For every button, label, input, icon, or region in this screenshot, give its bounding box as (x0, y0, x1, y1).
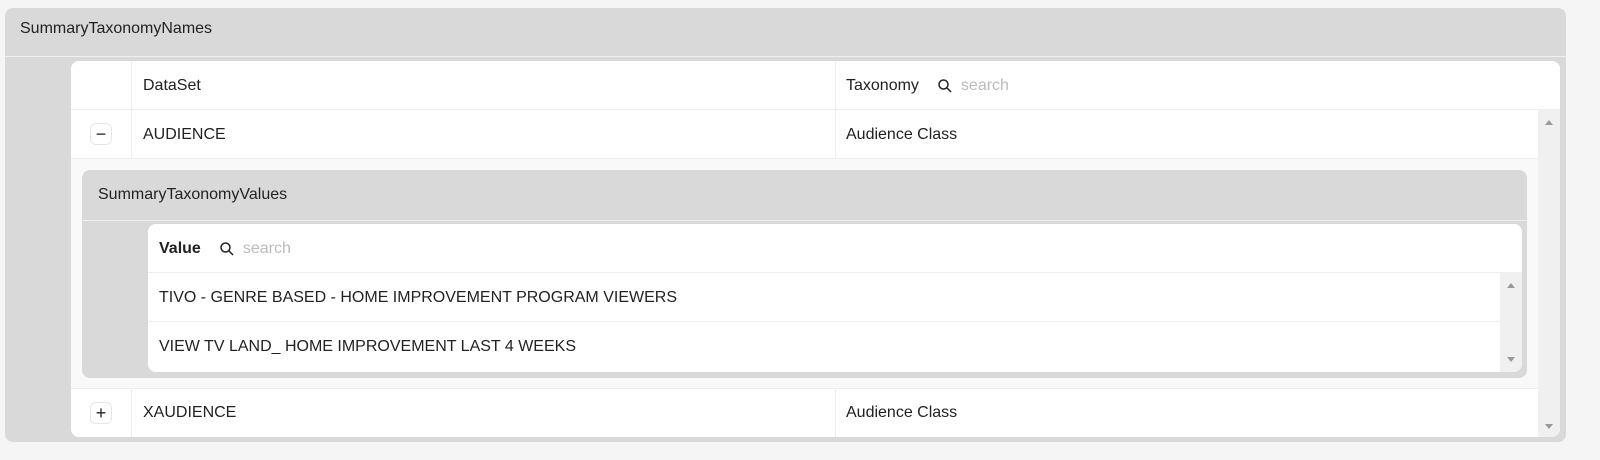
taxonomy-cell: Audience Class (846, 404, 958, 421)
taxonomy-search[interactable]: search (937, 77, 1009, 95)
divider (5, 56, 1566, 57)
detail-title: SummaryTaxonomyValues (98, 186, 288, 203)
scrollbar[interactable] (1538, 110, 1560, 437)
table-row[interactable]: − AUDIENCE Audience Class (71, 110, 1538, 159)
column-header-value[interactable]: Value search (159, 224, 291, 273)
scrollbar[interactable] (1500, 273, 1522, 372)
header-row: Value search (148, 224, 1522, 273)
scroll-down-icon[interactable] (1507, 357, 1515, 362)
search-input[interactable]: search (960, 76, 1009, 94)
value-search[interactable]: search (219, 240, 291, 258)
values-grid: Value search TIVO - GENRE BASED - HOME I… (148, 224, 1522, 372)
dataset-cell: XAUDIENCE (143, 404, 237, 421)
value-label: Value (159, 239, 201, 257)
column-header-dataset[interactable]: DataSet (143, 76, 201, 94)
search-icon (938, 78, 952, 93)
collapse-button[interactable]: − (90, 123, 112, 145)
value-cell: VIEW TV LAND_ HOME IMPROVEMENT LAST 4 WE… (159, 337, 576, 355)
taxonomy-names-grid: DataSet Taxonomy search − AUDIENCE Audie… (71, 61, 1560, 437)
column-header-taxonomy[interactable]: Taxonomy search (846, 61, 1009, 110)
detail-row: SummaryTaxonomyValues Value search TIVO … (71, 159, 1538, 389)
list-item[interactable]: VIEW TV LAND_ HOME IMPROVEMENT LAST 4 WE… (148, 322, 1500, 372)
value-cell: TIVO - GENRE BASED - HOME IMPROVEMENT PR… (159, 288, 677, 306)
list-item[interactable]: TIVO - GENRE BASED - HOME IMPROVEMENT PR… (148, 273, 1500, 322)
summary-taxonomy-values-panel: SummaryTaxonomyValues Value search TIVO … (82, 170, 1527, 378)
taxonomy-cell: Audience Class (846, 125, 958, 143)
header-row: DataSet Taxonomy search (71, 61, 1560, 110)
panel-title: SummaryTaxonomyNames (20, 20, 213, 37)
dataset-cell: AUDIENCE (143, 125, 226, 143)
search-input[interactable]: search (242, 239, 291, 257)
scroll-up-icon[interactable] (1545, 120, 1553, 125)
table-row[interactable]: + XAUDIENCE Audience Class (71, 389, 1538, 437)
taxonomy-label: Taxonomy (846, 76, 919, 94)
scroll-down-icon[interactable] (1545, 424, 1553, 429)
scroll-up-icon[interactable] (1507, 283, 1515, 288)
expand-button[interactable]: + (90, 402, 112, 424)
search-icon (220, 241, 234, 256)
